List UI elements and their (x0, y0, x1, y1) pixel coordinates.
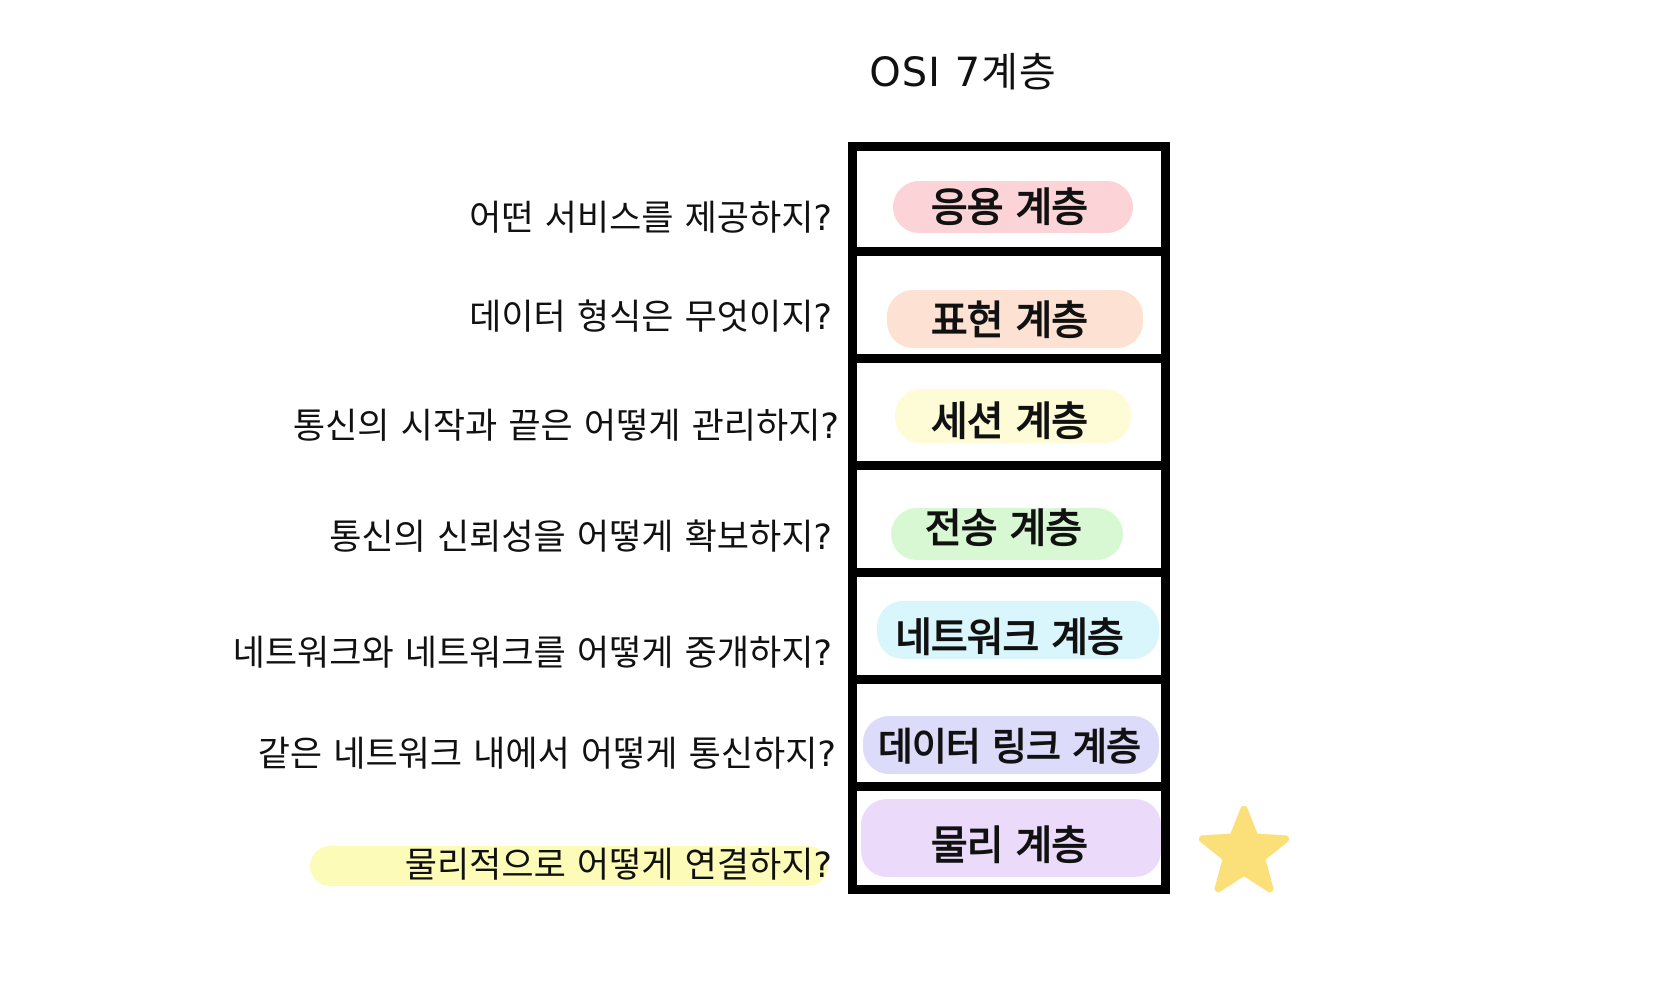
layer-highlight (891, 508, 1123, 560)
star-icon (1198, 805, 1290, 893)
layer-label: 전송 계층 (924, 506, 1082, 552)
question-session: 통신의 시작과 끝은 어떻게 관리하지? (292, 407, 839, 447)
layer-box-data-link: 데이터 링크 계층 (848, 675, 1170, 791)
layer-label: 네트워크 계층 (895, 615, 1124, 661)
layer-box-session: 세션 계층 (848, 354, 1170, 470)
layer-label: 응용 계층 (930, 185, 1088, 231)
layer-highlight (877, 601, 1159, 659)
layer-box-application: 응용 계층 (848, 142, 1170, 256)
question-presentation: 데이터 형식은 무엇이지? (469, 298, 832, 338)
layer-label: 데이터 링크 계층 (877, 725, 1141, 769)
question-highlight (310, 846, 828, 886)
question-network: 네트워크와 네트워크를 어떻게 중개하지? (232, 634, 832, 674)
layer-highlight (861, 799, 1161, 877)
question-application: 어떤 서비스를 제공하지? (469, 199, 832, 239)
star-shape (1198, 805, 1290, 893)
diagram-title: OSI 7계층 (869, 50, 1057, 96)
layer-label: 물리 계층 (930, 823, 1088, 869)
layer-highlight (887, 290, 1143, 348)
layer-box-presentation: 표현 계층 (848, 247, 1170, 363)
osi-layer-stack: 응용 계층 표현 계층 세션 계층 전송 계층 네트워크 계층 데이터 링크 계… (848, 142, 1170, 912)
layer-box-physical: 물리 계층 (848, 782, 1170, 894)
layer-box-transport: 전송 계층 (848, 461, 1170, 577)
layer-label: 세션 계층 (930, 399, 1088, 445)
layer-highlight (893, 181, 1133, 233)
layer-highlight (895, 389, 1131, 443)
layer-highlight (863, 716, 1159, 774)
question-physical: 물리적으로 어떻게 연결하지? (404, 846, 832, 886)
question-data-link: 같은 네트워크 내에서 어떻게 통신하지? (257, 735, 836, 775)
layer-label: 표현 계층 (930, 298, 1088, 344)
layer-box-network: 네트워크 계층 (848, 568, 1170, 684)
question-transport: 통신의 신뢰성을 어떻게 확보하지? (329, 518, 832, 558)
